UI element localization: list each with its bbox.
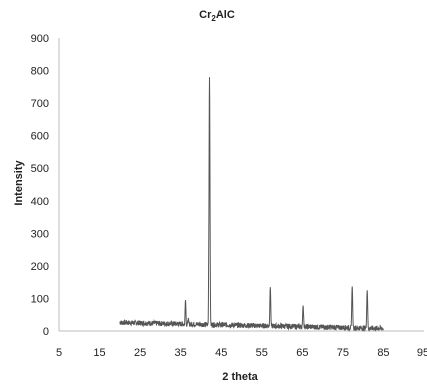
x-axis-label: 2 theta (222, 371, 258, 383)
x-tick-label: 55 (256, 347, 268, 359)
x-tick-label: 95 (417, 347, 427, 359)
y-tick-label: 400 (31, 196, 49, 208)
y-tick-label: 600 (31, 131, 49, 143)
x-tick-label: 35 (175, 347, 187, 359)
y-tick-label: 0 (43, 326, 49, 338)
x-tick-label: 15 (93, 347, 105, 359)
y-tick-label: 700 (31, 98, 49, 110)
y-axis-ticks: 0 100 200 300 400 500 600 700 800 900 (31, 33, 49, 338)
x-tick-label: 75 (337, 347, 349, 359)
x-tick-label: 45 (215, 347, 227, 359)
x-tick-label: 85 (377, 347, 389, 359)
x-tick-label: 65 (296, 347, 308, 359)
x-tick-label: 5 (56, 347, 62, 359)
y-tick-label: 200 (31, 261, 49, 273)
y-tick-label: 500 (31, 163, 49, 175)
y-axis-label: Intensity (13, 160, 25, 206)
y-tick-label: 300 (31, 228, 49, 240)
y-tick-label: 900 (31, 33, 49, 45)
series-line (119, 77, 384, 333)
y-tick-label: 800 (31, 66, 49, 78)
chart-title: Cr2AlC (199, 9, 235, 23)
x-axis-ticks: 5 15 25 35 45 55 65 75 85 95 (56, 347, 427, 359)
y-tick-label: 100 (31, 293, 49, 305)
x-tick-label: 25 (134, 347, 146, 359)
